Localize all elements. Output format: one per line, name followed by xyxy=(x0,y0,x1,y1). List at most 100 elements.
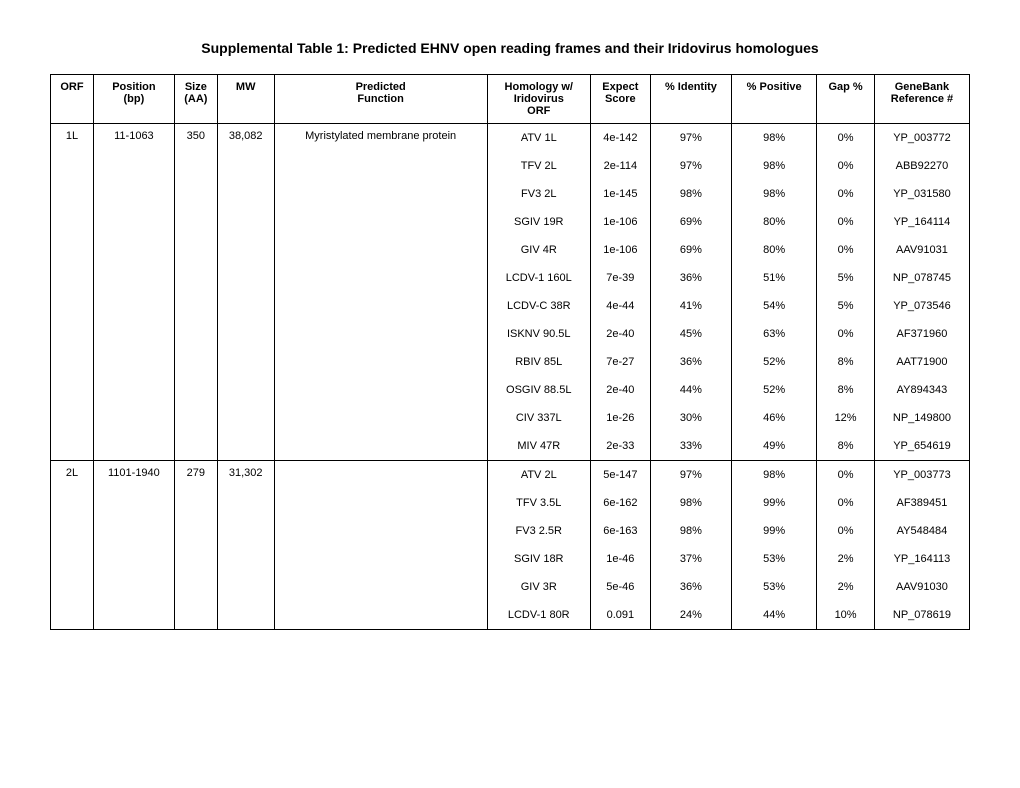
cell: 52% xyxy=(732,348,817,376)
cell: ATV 2L xyxy=(487,461,590,490)
cell xyxy=(217,376,274,404)
table-row: GIV 3R5e-4636%53%2%AAV91030 xyxy=(51,573,970,601)
cell: 0% xyxy=(817,517,875,545)
cell: 1e-145 xyxy=(590,180,650,208)
column-header: ORF xyxy=(51,75,94,124)
cell: 1e-26 xyxy=(590,404,650,432)
cell: MIV 47R xyxy=(487,432,590,461)
cell: 1101-1940 xyxy=(93,461,174,490)
cell: ABB92270 xyxy=(874,152,969,180)
cell xyxy=(93,152,174,180)
column-header: % Positive xyxy=(732,75,817,124)
cell: YP_164113 xyxy=(874,545,969,573)
table-row: 2L1101-194027931,302ATV 2L5e-14797%98%0%… xyxy=(51,461,970,490)
table-row: LCDV-C 38R4e-4441%54%5%YP_073546 xyxy=(51,292,970,320)
cell: 44% xyxy=(732,601,817,630)
cell xyxy=(51,236,94,264)
cell: 99% xyxy=(732,489,817,517)
cell: 2L xyxy=(51,461,94,490)
cell: 1L xyxy=(51,124,94,153)
cell: 7e-39 xyxy=(590,264,650,292)
cell: YP_003772 xyxy=(874,124,969,153)
cell xyxy=(93,264,174,292)
cell xyxy=(93,180,174,208)
cell: 1e-106 xyxy=(590,236,650,264)
table-row: SGIV 18R1e-4637%53%2%YP_164113 xyxy=(51,545,970,573)
cell: 0% xyxy=(817,208,875,236)
cell xyxy=(174,517,217,545)
cell: 97% xyxy=(650,152,731,180)
cell xyxy=(217,545,274,573)
cell xyxy=(217,180,274,208)
table-row: 1L11-106335038,082Myristylated membrane … xyxy=(51,124,970,153)
cell xyxy=(217,152,274,180)
cell xyxy=(51,208,94,236)
cell: 51% xyxy=(732,264,817,292)
cell xyxy=(93,208,174,236)
cell xyxy=(217,236,274,264)
cell: 4e-44 xyxy=(590,292,650,320)
cell xyxy=(93,376,174,404)
table-title: Supplemental Table 1: Predicted EHNV ope… xyxy=(50,40,970,56)
cell: 0% xyxy=(817,489,875,517)
cell xyxy=(174,432,217,461)
cell: 97% xyxy=(650,461,731,490)
cell: 63% xyxy=(732,320,817,348)
cell: 5e-147 xyxy=(590,461,650,490)
cell: GIV 4R xyxy=(487,236,590,264)
cell xyxy=(51,432,94,461)
cell: NP_149800 xyxy=(874,404,969,432)
cell: 2e-40 xyxy=(590,376,650,404)
cell: 97% xyxy=(650,124,731,153)
cell xyxy=(51,348,94,376)
cell: ISKNV 90.5L xyxy=(487,320,590,348)
cell xyxy=(217,404,274,432)
cell: 12% xyxy=(817,404,875,432)
cell xyxy=(217,348,274,376)
cell: 8% xyxy=(817,432,875,461)
cell xyxy=(51,545,94,573)
cell xyxy=(217,264,274,292)
cell xyxy=(174,264,217,292)
cell xyxy=(217,320,274,348)
cell: 36% xyxy=(650,264,731,292)
cell: LCDV-1 160L xyxy=(487,264,590,292)
cell: 41% xyxy=(650,292,731,320)
table-row: LCDV-1 80R0.09124%44%10%NP_078619 xyxy=(51,601,970,630)
cell: 279 xyxy=(174,461,217,490)
cell: 1e-46 xyxy=(590,545,650,573)
cell xyxy=(217,292,274,320)
cell: 8% xyxy=(817,348,875,376)
table-row: FV3 2L1e-14598%98%0%YP_031580 xyxy=(51,180,970,208)
cell xyxy=(274,432,487,461)
cell: 2e-40 xyxy=(590,320,650,348)
cell: 2% xyxy=(817,573,875,601)
cell: 0% xyxy=(817,236,875,264)
cell: YP_654619 xyxy=(874,432,969,461)
table-row: TFV 2L2e-11497%98%0%ABB92270 xyxy=(51,152,970,180)
cell xyxy=(93,545,174,573)
cell xyxy=(174,573,217,601)
cell: 6e-162 xyxy=(590,489,650,517)
cell xyxy=(51,292,94,320)
cell: 350 xyxy=(174,124,217,153)
table-row: RBIV 85L7e-2736%52%8%AAT71900 xyxy=(51,348,970,376)
cell: RBIV 85L xyxy=(487,348,590,376)
cell: YP_003773 xyxy=(874,461,969,490)
cell: ATV 1L xyxy=(487,124,590,153)
cell xyxy=(51,517,94,545)
cell xyxy=(174,152,217,180)
cell xyxy=(274,320,487,348)
cell: 69% xyxy=(650,236,731,264)
column-header: MW xyxy=(217,75,274,124)
cell xyxy=(93,404,174,432)
cell xyxy=(274,152,487,180)
cell xyxy=(51,601,94,630)
cell: FV3 2L xyxy=(487,180,590,208)
cell xyxy=(93,489,174,517)
cell xyxy=(93,348,174,376)
cell xyxy=(274,292,487,320)
cell: 7e-27 xyxy=(590,348,650,376)
table-row: MIV 47R2e-3333%49%8%YP_654619 xyxy=(51,432,970,461)
cell xyxy=(51,152,94,180)
